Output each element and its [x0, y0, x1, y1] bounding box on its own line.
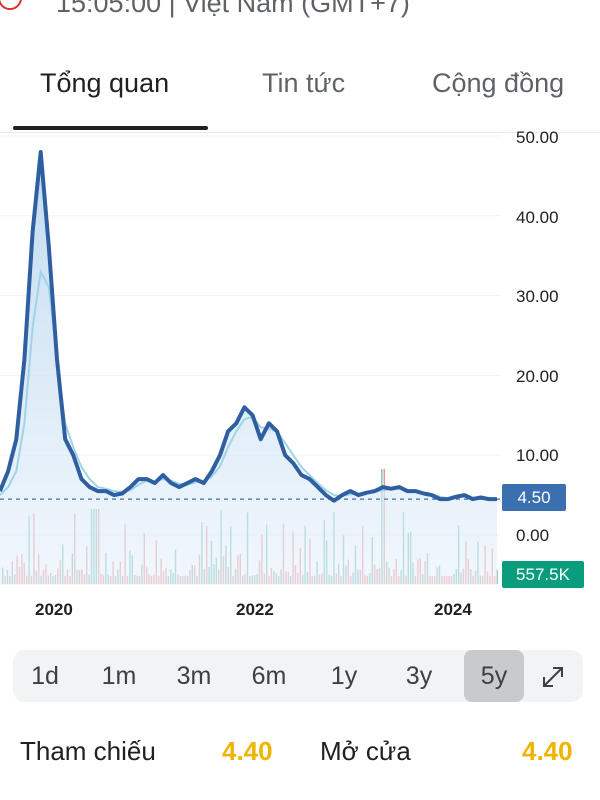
y-tick-label: 30.00 [516, 287, 559, 306]
stat-value-reference: 4.40 [222, 736, 273, 766]
range-5y-button[interactable]: 5y [464, 650, 524, 702]
x-tick-label: 2022 [236, 600, 274, 619]
tab-community[interactable]: Cộng đồng [432, 68, 565, 98]
price-area [0, 152, 497, 585]
stat-label-open: Mở cửa [320, 736, 411, 766]
stat-value-open: 4.40 [522, 736, 573, 766]
price-line [0, 150, 497, 503]
y-tick-label: 50.00 [516, 128, 559, 147]
tab-news[interactable]: Tin tức [262, 68, 346, 98]
stat-label-reference: Tham chiếu [20, 736, 156, 766]
range-1y-button[interactable]: 1y [330, 662, 358, 690]
chart-canvas [0, 135, 500, 585]
range-3m-button[interactable]: 3m [176, 662, 212, 690]
range-1m-button[interactable]: 1m [101, 662, 137, 690]
time-range-selector: 1d 1m 3m 6m 1y 3y 5y [13, 650, 583, 702]
y-tick-label: 20.00 [516, 367, 559, 386]
trading-time: 15:05:00 | Việt Nam (GMT+7) [56, 0, 410, 18]
status-header: 15:05:00 | Việt Nam (GMT+7) [0, 0, 600, 40]
range-3y-button[interactable]: 3y [405, 662, 433, 690]
tab-overview[interactable]: Tổng quan [40, 68, 170, 98]
y-tick-label: 10.00 [516, 446, 559, 465]
clock-icon [0, 0, 22, 10]
y-tick-label: 0.00 [516, 526, 550, 545]
expand-icon[interactable] [538, 662, 568, 692]
current-price-badge: 4.50 [502, 484, 566, 511]
tab-bar: Tổng quan Tin tức Cộng đồng [0, 50, 600, 133]
x-tick-label: 2020 [35, 600, 73, 619]
range-1d-button[interactable]: 1d [31, 662, 59, 690]
price-chart[interactable] [0, 125, 600, 630]
active-tab-indicator [13, 126, 208, 130]
x-tick-label: 2024 [434, 600, 472, 619]
current-volume-badge: 557.5K [502, 561, 584, 588]
range-6m-button[interactable]: 6m [251, 662, 287, 690]
y-tick-label: 40.00 [516, 208, 559, 227]
volume-bar [496, 569, 498, 584]
